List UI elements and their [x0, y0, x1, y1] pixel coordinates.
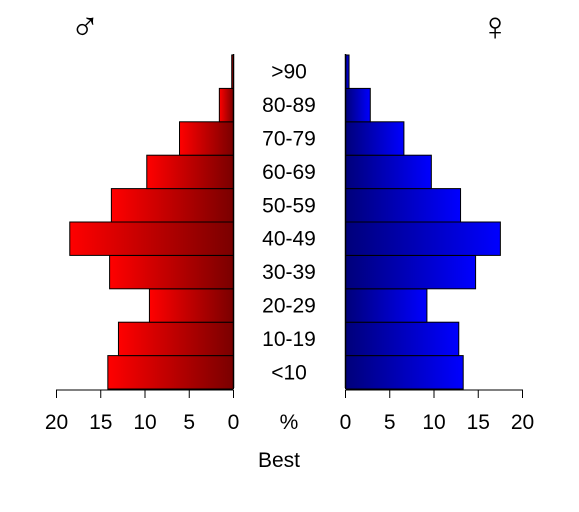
female-bar-60-69 [345, 154, 432, 190]
category-label-30-39: 30-39 [262, 261, 316, 284]
female-bar-30-39 [345, 254, 477, 290]
female-tick-label: 0 [340, 411, 352, 434]
female-bar-80-89 [345, 87, 371, 123]
female-bar-70-79 [345, 121, 405, 156]
female-bar-50-59 [345, 188, 462, 223]
category-label-40-49: 40-49 [262, 228, 316, 251]
female-bar-40-49 [345, 221, 501, 256]
male-x-axis: 20 15 10 5 0 [45, 389, 240, 434]
category-label-60-69: 60-69 [262, 161, 316, 184]
category-label-lt10: <10 [271, 361, 307, 384]
category-label-50-59: 50-59 [262, 194, 316, 217]
category-label-20-29: 20-29 [262, 295, 316, 318]
male-bar-30-39 [109, 254, 234, 290]
male-bars [69, 54, 235, 390]
female-tick-label: 5 [384, 411, 396, 434]
x-axis-title: Best [258, 449, 300, 472]
male-bar-60-69 [146, 154, 235, 190]
male-tick-label: 20 [45, 411, 68, 434]
category-label-80-89: 80-89 [262, 94, 316, 117]
female-symbol: ♀ [480, 5, 510, 49]
male-bar-80-89 [218, 87, 234, 123]
male-bar-20-29 [148, 288, 234, 323]
unit-label: % [280, 411, 299, 434]
female-bars [345, 54, 501, 390]
category-label-gt90: >90 [271, 61, 307, 84]
female-bar-20-29 [345, 288, 428, 323]
category-label-70-79: 70-79 [262, 128, 316, 151]
category-labels: <10 10-19 20-29 30-39 40-49 50-59 60-69 70-79 80… [262, 61, 316, 385]
male-symbol: ♂ [70, 5, 100, 49]
female-tick-label: 20 [511, 411, 534, 434]
female-tick-label: 10 [422, 411, 445, 434]
female-bar-lt10 [345, 355, 464, 390]
female-bar-10-19 [345, 321, 460, 357]
male-bar-50-59 [110, 188, 234, 223]
male-tick-label: 15 [89, 411, 112, 434]
female-tick-label: 15 [467, 411, 490, 434]
male-bar-40-49 [69, 221, 235, 256]
male-tick-label: 5 [183, 411, 195, 434]
category-label-10-19: 10-19 [262, 328, 316, 351]
male-bar-10-19 [117, 321, 234, 357]
male-bar-lt10 [107, 355, 234, 390]
male-tick-label: 0 [228, 411, 240, 434]
male-tick-label: 10 [133, 411, 156, 434]
male-bar-70-79 [179, 121, 234, 156]
female-x-axis: 0 5 10 15 20 [340, 389, 534, 434]
